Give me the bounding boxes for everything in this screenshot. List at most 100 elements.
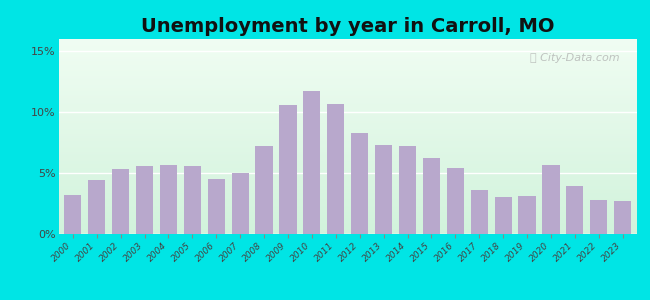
Bar xyxy=(58,233,637,234)
Bar xyxy=(58,231,637,232)
Bar xyxy=(58,131,637,132)
Bar xyxy=(136,166,153,234)
Bar xyxy=(58,213,637,214)
Bar xyxy=(58,71,637,72)
Bar xyxy=(58,70,637,71)
Bar xyxy=(495,197,512,234)
Bar xyxy=(58,163,637,164)
Bar xyxy=(58,64,637,65)
Bar xyxy=(58,166,637,167)
Bar xyxy=(375,145,392,234)
Bar xyxy=(58,142,637,143)
Bar xyxy=(58,108,637,109)
Bar xyxy=(58,97,637,98)
Bar xyxy=(58,200,637,201)
Bar xyxy=(58,87,637,88)
Bar xyxy=(58,40,637,41)
Bar xyxy=(58,79,637,80)
Bar xyxy=(58,81,637,82)
Bar xyxy=(58,146,637,147)
Bar xyxy=(566,187,584,234)
Bar xyxy=(58,225,637,226)
Bar xyxy=(58,182,637,183)
Bar xyxy=(58,162,637,163)
Bar xyxy=(58,141,637,142)
Bar xyxy=(58,125,637,126)
Bar xyxy=(58,135,637,136)
Bar xyxy=(399,146,416,234)
Bar xyxy=(160,164,177,234)
Bar xyxy=(58,63,637,64)
Bar xyxy=(58,218,637,219)
Bar xyxy=(58,82,637,83)
Bar xyxy=(58,48,637,49)
Bar xyxy=(58,172,637,173)
Bar xyxy=(58,149,637,150)
Bar xyxy=(58,110,637,111)
Bar xyxy=(58,68,637,69)
Bar xyxy=(58,143,637,144)
Bar xyxy=(58,205,637,206)
Bar xyxy=(58,73,637,74)
Bar xyxy=(422,158,440,234)
Bar xyxy=(58,62,637,63)
Bar xyxy=(58,66,637,67)
Bar xyxy=(58,98,637,99)
Bar xyxy=(58,230,637,231)
Bar xyxy=(58,147,637,148)
Bar xyxy=(58,93,637,94)
Bar xyxy=(58,86,637,87)
Bar xyxy=(58,195,637,196)
Title: Unemployment by year in Carroll, MO: Unemployment by year in Carroll, MO xyxy=(141,17,554,36)
Bar xyxy=(207,179,225,234)
Bar xyxy=(58,111,637,112)
Bar xyxy=(58,232,637,233)
Bar xyxy=(327,103,344,234)
Bar xyxy=(58,41,637,42)
Bar xyxy=(58,224,637,225)
Bar xyxy=(58,100,637,101)
Bar xyxy=(58,46,637,47)
Bar xyxy=(58,215,637,217)
Bar xyxy=(58,59,637,60)
Bar xyxy=(58,43,637,44)
Bar xyxy=(58,55,637,56)
Bar xyxy=(58,126,637,127)
Bar xyxy=(88,180,105,234)
Bar xyxy=(58,223,637,224)
Bar xyxy=(58,196,637,197)
Bar xyxy=(351,133,369,234)
Bar xyxy=(58,154,637,155)
Bar xyxy=(58,91,637,92)
Bar xyxy=(58,158,637,159)
Bar xyxy=(58,169,637,170)
Bar xyxy=(58,156,637,157)
Bar xyxy=(58,193,637,194)
Bar xyxy=(58,122,637,123)
Bar xyxy=(58,190,637,191)
Bar xyxy=(58,186,637,187)
Bar xyxy=(58,191,637,192)
Bar xyxy=(58,121,637,122)
Bar xyxy=(255,146,273,234)
Bar xyxy=(58,145,637,146)
Bar xyxy=(58,165,637,166)
Bar xyxy=(58,113,637,114)
Bar xyxy=(58,44,637,45)
Bar xyxy=(58,129,637,130)
Bar xyxy=(58,152,637,153)
Bar xyxy=(58,148,637,149)
Bar xyxy=(58,181,637,182)
Bar xyxy=(58,176,637,178)
Bar xyxy=(58,89,637,90)
Bar xyxy=(58,150,637,151)
Bar xyxy=(58,210,637,211)
Bar xyxy=(519,196,536,234)
Bar xyxy=(58,39,637,40)
Bar xyxy=(58,185,637,186)
Bar xyxy=(58,72,637,73)
Bar xyxy=(58,187,637,188)
Bar xyxy=(58,78,637,79)
Bar xyxy=(58,221,637,222)
Bar xyxy=(58,192,637,193)
